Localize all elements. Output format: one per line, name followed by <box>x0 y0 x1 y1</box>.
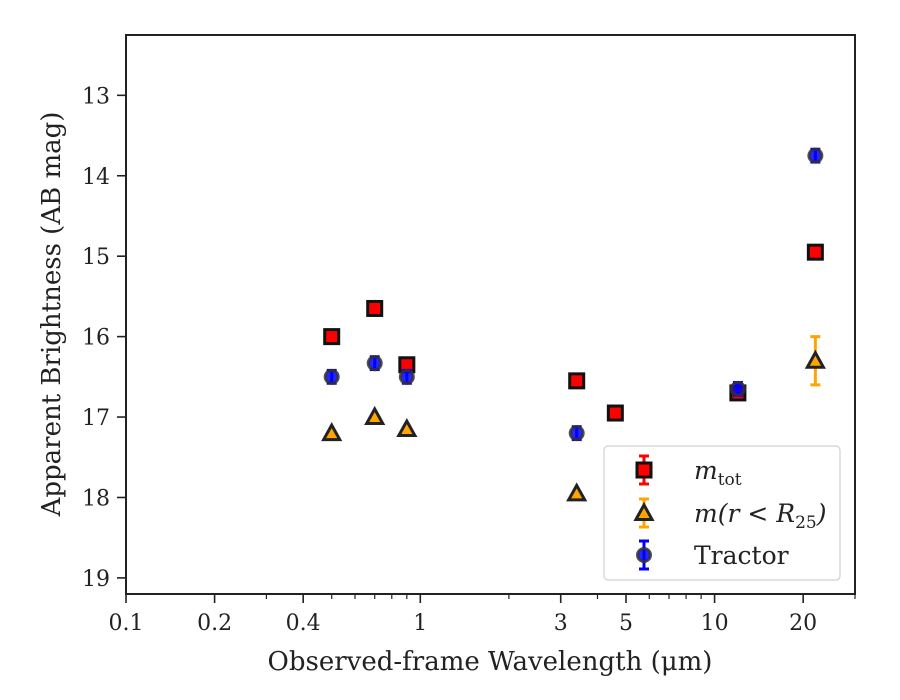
y-tick-label: 19 <box>82 567 110 592</box>
y-tick-label: 18 <box>82 486 110 511</box>
y-axis-label: Apparent Brightness (AB mag) <box>37 112 67 518</box>
legend-marker <box>633 501 655 521</box>
y-tick-label: 17 <box>82 406 110 431</box>
triangle-point <box>321 421 343 442</box>
y-tick-label: 15 <box>82 245 110 270</box>
y-axis-ticks: 13 14 15 16 17 18 19 <box>82 84 126 592</box>
circle-point <box>398 368 415 385</box>
circle-point <box>807 147 824 164</box>
square-point <box>323 328 341 346</box>
x-tick-label: 3 <box>554 611 568 636</box>
triangle-point <box>804 349 826 369</box>
triangle-point <box>566 482 588 502</box>
legend-label: Tractor <box>694 541 789 570</box>
circle-point <box>323 368 340 385</box>
y-tick-label: 13 <box>82 84 110 109</box>
x-tick-label: 5 <box>619 611 633 636</box>
plot-frame <box>125 34 856 595</box>
circle-point <box>729 380 746 397</box>
y-tick-label: 14 <box>82 165 110 190</box>
legend: mtot m(r < R25) Tractor <box>603 445 841 581</box>
legend-marker <box>636 547 652 563</box>
x-tick-label: 0.2 <box>197 611 232 636</box>
triangle-point <box>396 417 418 438</box>
legend-frame <box>603 445 841 581</box>
y-tick-label: 16 <box>82 326 110 351</box>
data-marks <box>321 147 826 502</box>
circle-point <box>568 425 585 442</box>
x-axis-ticks: 0.1 0.2 0.4 1 3 5 10 20 <box>109 594 856 636</box>
x-tick-label: 1 <box>413 611 427 636</box>
square-point <box>568 372 586 390</box>
legend-label: m(r < R25) <box>694 499 826 533</box>
circle-point <box>366 355 383 372</box>
x-tick-label: 10 <box>701 611 729 636</box>
x-tick-label: 0.1 <box>109 611 144 636</box>
legend-label: mtot <box>694 456 742 490</box>
triangle-point <box>364 405 386 425</box>
square-point <box>806 243 824 261</box>
x-axis-label: Observed-frame Wavelength (μm) <box>268 647 713 677</box>
legend-marker <box>635 461 653 479</box>
x-tick-label: 20 <box>789 611 817 636</box>
square-point <box>606 404 624 422</box>
x-tick-label: 0.4 <box>286 611 321 636</box>
square-point <box>366 299 384 317</box>
